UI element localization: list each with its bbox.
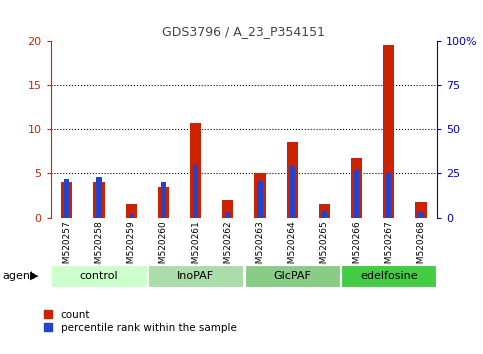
Bar [225, 212, 230, 218]
Text: GSM520267: GSM520267 [384, 220, 393, 275]
Text: InoPAF: InoPAF [177, 271, 214, 281]
Text: GSM520266: GSM520266 [352, 220, 361, 275]
Bar [257, 181, 263, 218]
Text: GSM520264: GSM520264 [288, 220, 297, 275]
Legend: count, percentile rank within the sample: count, percentile rank within the sample [44, 310, 236, 333]
Bar [61, 182, 72, 218]
Text: control: control [80, 271, 118, 281]
Bar [319, 204, 330, 218]
Bar [415, 202, 426, 218]
Bar [418, 212, 424, 218]
Bar [128, 214, 134, 218]
Text: GSM520263: GSM520263 [256, 220, 265, 275]
Bar [64, 179, 70, 218]
Bar [190, 123, 201, 218]
Bar [222, 200, 233, 218]
Bar [161, 182, 166, 218]
Bar [93, 182, 105, 218]
Bar [386, 173, 391, 218]
Bar [255, 173, 266, 218]
Bar [148, 265, 243, 287]
Bar [126, 205, 137, 218]
Text: ▶: ▶ [30, 271, 39, 281]
Text: GSM520265: GSM520265 [320, 220, 329, 275]
Text: GSM520261: GSM520261 [191, 220, 200, 275]
Bar [244, 265, 340, 287]
Bar [286, 143, 298, 218]
Text: GlcPAF: GlcPAF [273, 271, 311, 281]
Bar [383, 45, 395, 218]
Bar [322, 211, 327, 218]
Text: edelfosine: edelfosine [360, 271, 418, 281]
Text: GSM520262: GSM520262 [223, 220, 232, 275]
Bar [51, 265, 147, 287]
Text: GSM520258: GSM520258 [95, 220, 103, 275]
Bar [341, 265, 437, 287]
Title: GDS3796 / A_23_P354151: GDS3796 / A_23_P354151 [162, 25, 326, 38]
Text: GSM520259: GSM520259 [127, 220, 136, 275]
Text: agent: agent [2, 271, 35, 281]
Bar [351, 158, 362, 218]
Text: GSM520268: GSM520268 [416, 220, 426, 275]
Bar [193, 165, 198, 218]
Bar [290, 166, 295, 218]
Bar [354, 170, 359, 218]
Bar [158, 187, 169, 218]
Text: GSM520260: GSM520260 [159, 220, 168, 275]
Bar [97, 177, 101, 218]
Text: GSM520257: GSM520257 [62, 220, 71, 275]
